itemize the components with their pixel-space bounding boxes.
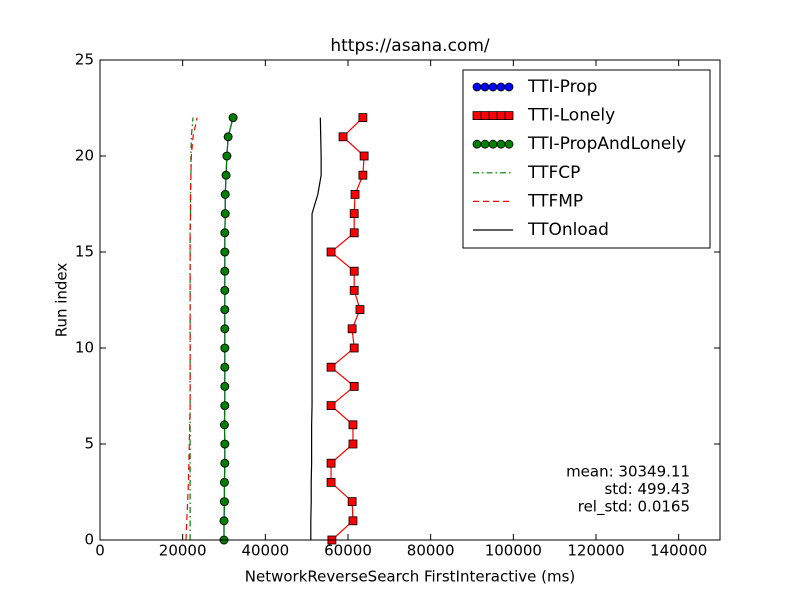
marker: [220, 381, 230, 391]
marker: [347, 324, 357, 334]
marker: [348, 420, 358, 430]
y-tick-label: 5: [84, 435, 94, 453]
legend-label: TTI-Lonely: [527, 106, 615, 126]
marker: [220, 343, 230, 353]
series-line: [310, 117, 322, 540]
marker: [220, 228, 230, 238]
y-axis-label: Run index: [53, 263, 71, 338]
marker: [349, 228, 359, 238]
marker: [220, 189, 230, 199]
y-tick-label: 25: [75, 51, 94, 69]
y-tick-label: 15: [75, 243, 94, 261]
marker: [488, 139, 498, 149]
marker: [348, 439, 358, 449]
marker: [349, 209, 359, 219]
marker: [472, 82, 482, 92]
marker: [358, 113, 368, 122]
x-tick-label: 140000: [650, 542, 707, 560]
x-tick-label: 0: [95, 542, 105, 560]
marker: [221, 170, 231, 180]
x-tick-label: 40000: [241, 542, 289, 560]
marker: [504, 82, 514, 92]
marker: [220, 285, 230, 295]
marker: [358, 170, 368, 180]
legend-label: TTI-Prop: [527, 77, 597, 97]
legend-label: TTFCP: [527, 163, 580, 183]
annotation: mean: 30349.11: [566, 463, 690, 481]
marker: [326, 477, 336, 487]
marker: [480, 139, 490, 149]
y-tick-label: 10: [75, 339, 94, 357]
x-tick-label: 120000: [567, 542, 624, 560]
marker: [223, 132, 233, 142]
marker: [349, 266, 359, 276]
marker: [350, 189, 360, 199]
marker: [326, 401, 336, 411]
series-line: [185, 117, 198, 541]
marker: [472, 111, 482, 120]
marker: [220, 305, 230, 315]
y-tick-label: 20: [75, 147, 94, 165]
marker: [504, 111, 514, 120]
legend-label: TTFMP: [527, 191, 583, 211]
x-tick-label: 100000: [485, 542, 542, 560]
marker: [488, 82, 498, 92]
x-tick-label: 80000: [407, 542, 455, 560]
marker: [472, 139, 482, 149]
marker: [347, 497, 357, 507]
marker: [220, 497, 229, 507]
marker: [349, 343, 359, 353]
marker: [220, 477, 229, 487]
marker: [355, 305, 365, 315]
marker: [504, 139, 514, 149]
marker: [222, 151, 232, 161]
marker: [326, 247, 336, 257]
marker: [326, 458, 336, 468]
marker: [348, 516, 358, 526]
marker: [338, 132, 348, 142]
marker: [220, 458, 230, 468]
chart-title: https://asana.com/: [330, 36, 490, 56]
annotation: rel_std: 0.0165: [578, 498, 690, 517]
marker: [220, 362, 230, 372]
marker: [488, 111, 498, 120]
marker: [496, 82, 506, 92]
x-tick-label: 60000: [324, 542, 372, 560]
marker: [220, 209, 230, 219]
x-axis-label: NetworkReverseSearch FirstInteractive (m…: [245, 568, 576, 586]
marker: [349, 381, 359, 391]
marker: [220, 401, 230, 411]
legend-box: [462, 69, 711, 249]
legend-label: TTI-PropAndLonely: [527, 134, 686, 154]
marker: [220, 420, 229, 430]
marker: [220, 266, 230, 276]
marker: [496, 139, 506, 149]
marker: [220, 439, 230, 449]
marker: [219, 516, 229, 526]
annotation: std: 499.43: [604, 480, 690, 498]
plot-frame: [99, 59, 721, 541]
marker: [228, 113, 238, 122]
marker: [349, 285, 359, 295]
marker: [220, 324, 230, 334]
marker: [220, 247, 230, 257]
marker: [326, 362, 336, 372]
legend-label: TTOnload: [527, 220, 609, 240]
x-tick-label: 20000: [159, 542, 207, 560]
y-tick-label: 0: [84, 531, 94, 549]
marker: [480, 111, 490, 120]
marker: [496, 111, 506, 120]
marker: [480, 82, 490, 92]
marker: [359, 151, 369, 161]
